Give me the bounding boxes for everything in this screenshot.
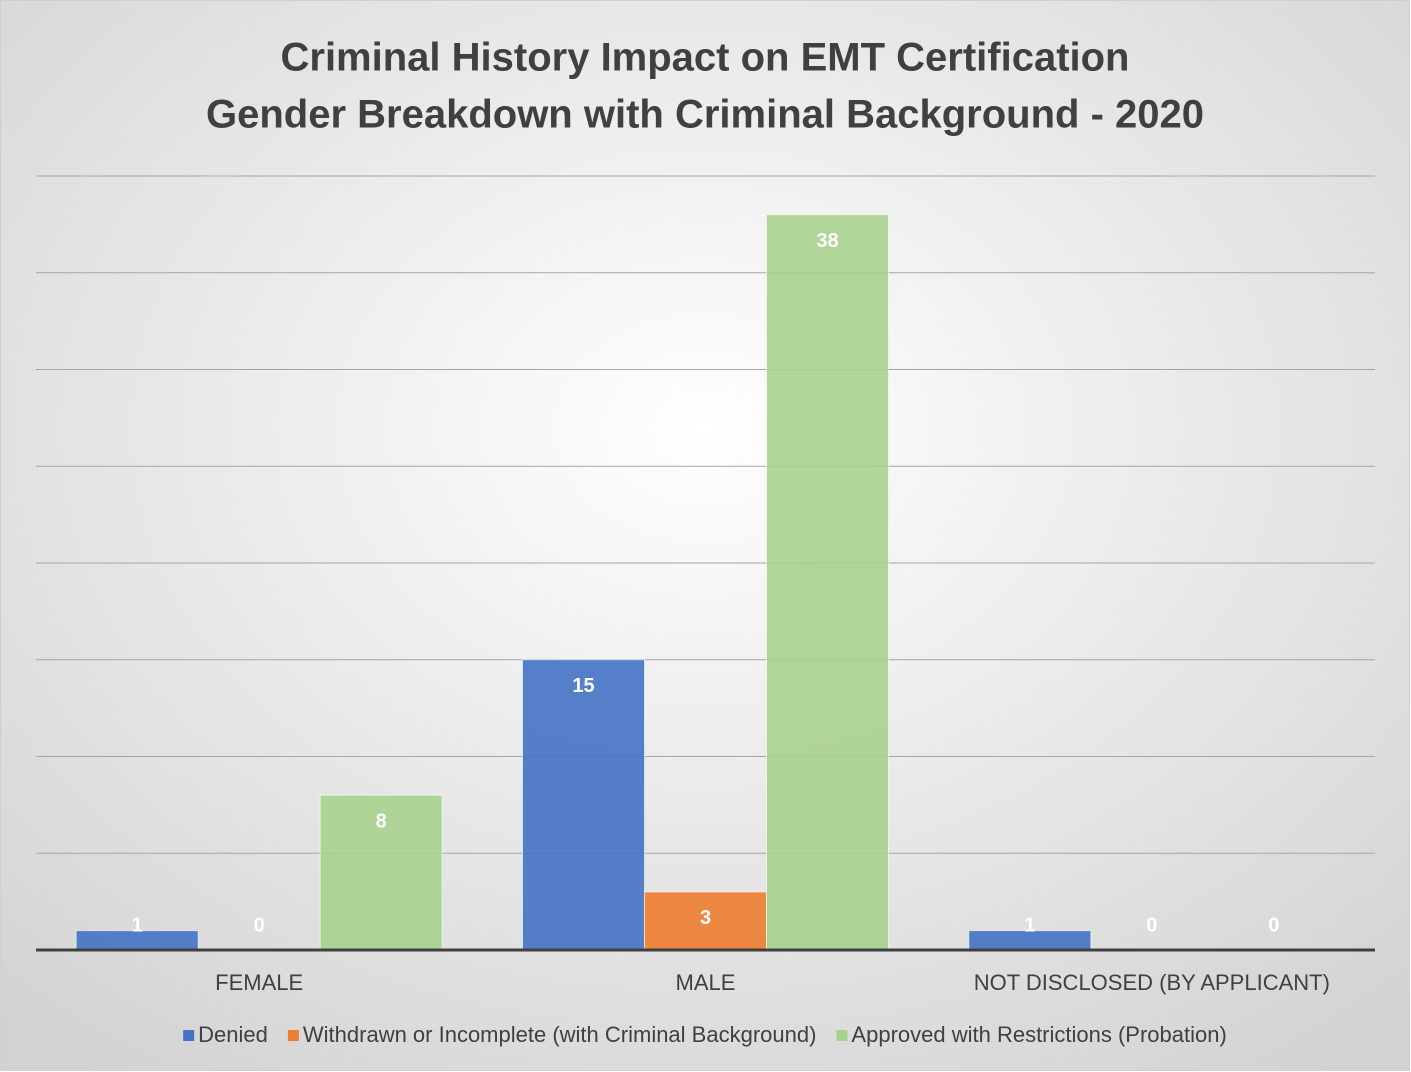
chart-subtitle: Gender Breakdown with Criminal Backgroun… [206, 93, 1204, 137]
x-tick-label: FEMALE [215, 970, 303, 995]
x-tick-label: NOT DISCLOSED (BY APPLICANT) [974, 970, 1330, 995]
legend-label: Approved with Restrictions (Probation) [851, 1022, 1226, 1047]
data-label: 0 [1146, 914, 1157, 936]
data-label: 1 [1024, 914, 1035, 936]
legend-label: Denied [198, 1022, 268, 1047]
x-tick-label: MALE [676, 970, 736, 995]
data-label: 38 [816, 230, 838, 252]
data-label: 3 [700, 907, 711, 929]
bar [644, 891, 767, 951]
legend-swatch [836, 1030, 848, 1041]
data-label: 15 [572, 675, 594, 697]
bar [522, 659, 645, 951]
bar [766, 214, 889, 951]
legend-swatch [287, 1030, 299, 1041]
bar [319, 794, 443, 951]
legend-swatch [183, 1030, 195, 1041]
legend-label: Withdrawn or Incomplete (with Criminal B… [303, 1022, 817, 1047]
chart-title: Criminal History Impact on EMT Certifica… [280, 36, 1129, 80]
data-label: 0 [254, 914, 265, 936]
data-label: 1 [132, 914, 143, 936]
data-label: 8 [376, 810, 387, 832]
data-label: 0 [1268, 914, 1279, 936]
